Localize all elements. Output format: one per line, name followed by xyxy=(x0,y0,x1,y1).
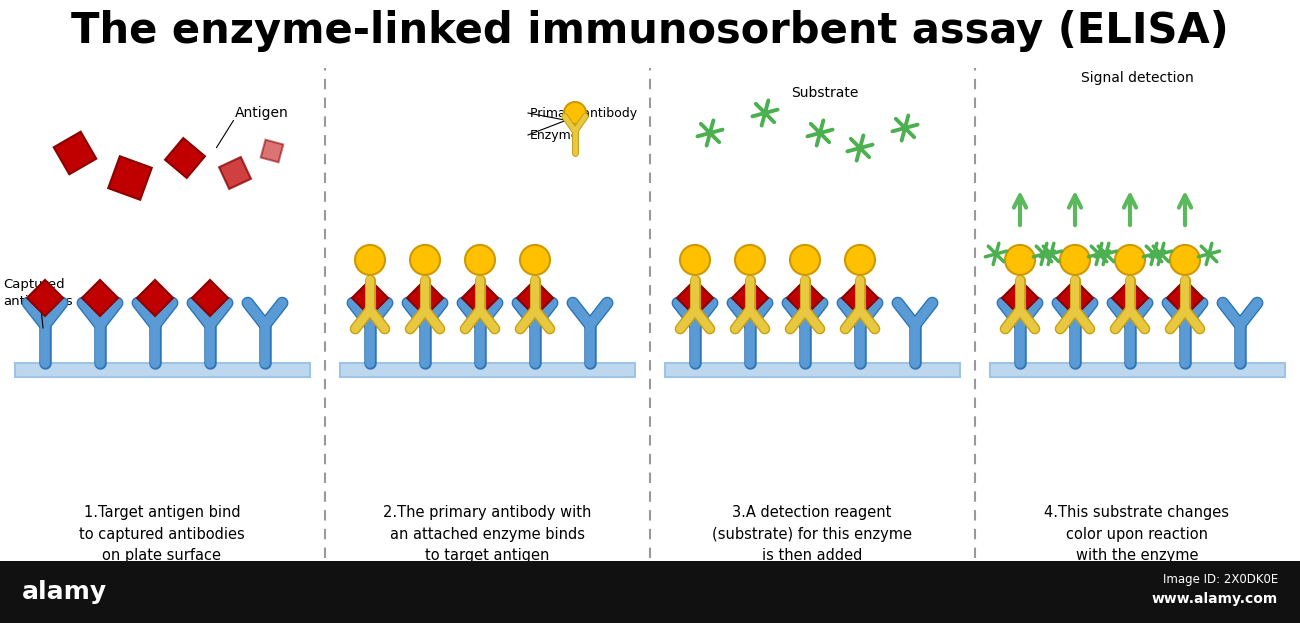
Circle shape xyxy=(845,245,875,275)
Circle shape xyxy=(818,130,823,135)
Text: The enzyme-linked immunosorbent assay (ELISA): The enzyme-linked immunosorbent assay (E… xyxy=(72,10,1228,52)
Circle shape xyxy=(993,252,998,257)
Polygon shape xyxy=(192,280,227,316)
Polygon shape xyxy=(517,280,552,316)
Text: alamy: alamy xyxy=(22,580,107,604)
Circle shape xyxy=(1115,245,1145,275)
Text: www.alamy.com: www.alamy.com xyxy=(1152,592,1278,606)
Circle shape xyxy=(858,146,862,151)
Bar xyxy=(0,561,1300,623)
Circle shape xyxy=(1041,252,1046,257)
Text: 2.The primary antibody with
an attached enzyme binds
to target antigen: 2.The primary antibody with an attached … xyxy=(382,505,592,563)
Polygon shape xyxy=(462,280,498,316)
Polygon shape xyxy=(165,138,205,178)
Circle shape xyxy=(1005,245,1035,275)
Polygon shape xyxy=(1002,280,1037,316)
Text: Enzyme: Enzyme xyxy=(530,128,580,141)
Polygon shape xyxy=(1112,280,1148,316)
Circle shape xyxy=(1096,252,1101,257)
Text: 4.This substrate changes
color upon reaction
with the enzyme: 4.This substrate changes color upon reac… xyxy=(1044,505,1230,563)
Text: Antigen: Antigen xyxy=(235,106,289,120)
Circle shape xyxy=(680,245,710,275)
Text: 1.Target antigen bind
to captured antibodies
on plate surface: 1.Target antigen bind to captured antibo… xyxy=(79,505,244,563)
Bar xyxy=(666,363,959,377)
Text: Captured
antibodies: Captured antibodies xyxy=(3,278,73,308)
Polygon shape xyxy=(136,280,173,316)
Polygon shape xyxy=(1167,280,1203,316)
Circle shape xyxy=(902,125,907,130)
Circle shape xyxy=(1152,252,1157,257)
Bar xyxy=(16,363,309,377)
Text: Substrate: Substrate xyxy=(792,86,859,100)
Polygon shape xyxy=(218,157,251,189)
Circle shape xyxy=(410,245,439,275)
Text: 3.A detection reagent
(substrate) for this enzyme
is then added: 3.A detection reagent (substrate) for th… xyxy=(712,505,913,563)
Circle shape xyxy=(1104,252,1109,257)
Polygon shape xyxy=(27,280,62,316)
Polygon shape xyxy=(732,280,768,316)
Polygon shape xyxy=(842,280,878,316)
Bar xyxy=(341,363,634,377)
Circle shape xyxy=(790,245,820,275)
Circle shape xyxy=(1060,245,1089,275)
Circle shape xyxy=(707,130,712,135)
Circle shape xyxy=(520,245,550,275)
Bar xyxy=(991,363,1284,377)
Polygon shape xyxy=(108,156,152,200)
Text: Primary antibody: Primary antibody xyxy=(530,107,637,120)
Polygon shape xyxy=(352,280,387,316)
Text: Image ID: 2X0DK0E: Image ID: 2X0DK0E xyxy=(1162,573,1278,586)
Circle shape xyxy=(734,245,764,275)
Circle shape xyxy=(564,102,586,124)
Polygon shape xyxy=(53,131,96,174)
Circle shape xyxy=(1158,252,1164,257)
Polygon shape xyxy=(261,140,283,162)
Circle shape xyxy=(355,245,385,275)
Polygon shape xyxy=(1057,280,1093,316)
Circle shape xyxy=(1049,252,1053,257)
Circle shape xyxy=(763,110,767,115)
Polygon shape xyxy=(677,280,712,316)
Circle shape xyxy=(1206,252,1212,257)
Text: Signal detection: Signal detection xyxy=(1080,71,1193,85)
Circle shape xyxy=(1170,245,1200,275)
Polygon shape xyxy=(786,280,823,316)
Polygon shape xyxy=(407,280,443,316)
Circle shape xyxy=(465,245,495,275)
Polygon shape xyxy=(82,280,118,316)
